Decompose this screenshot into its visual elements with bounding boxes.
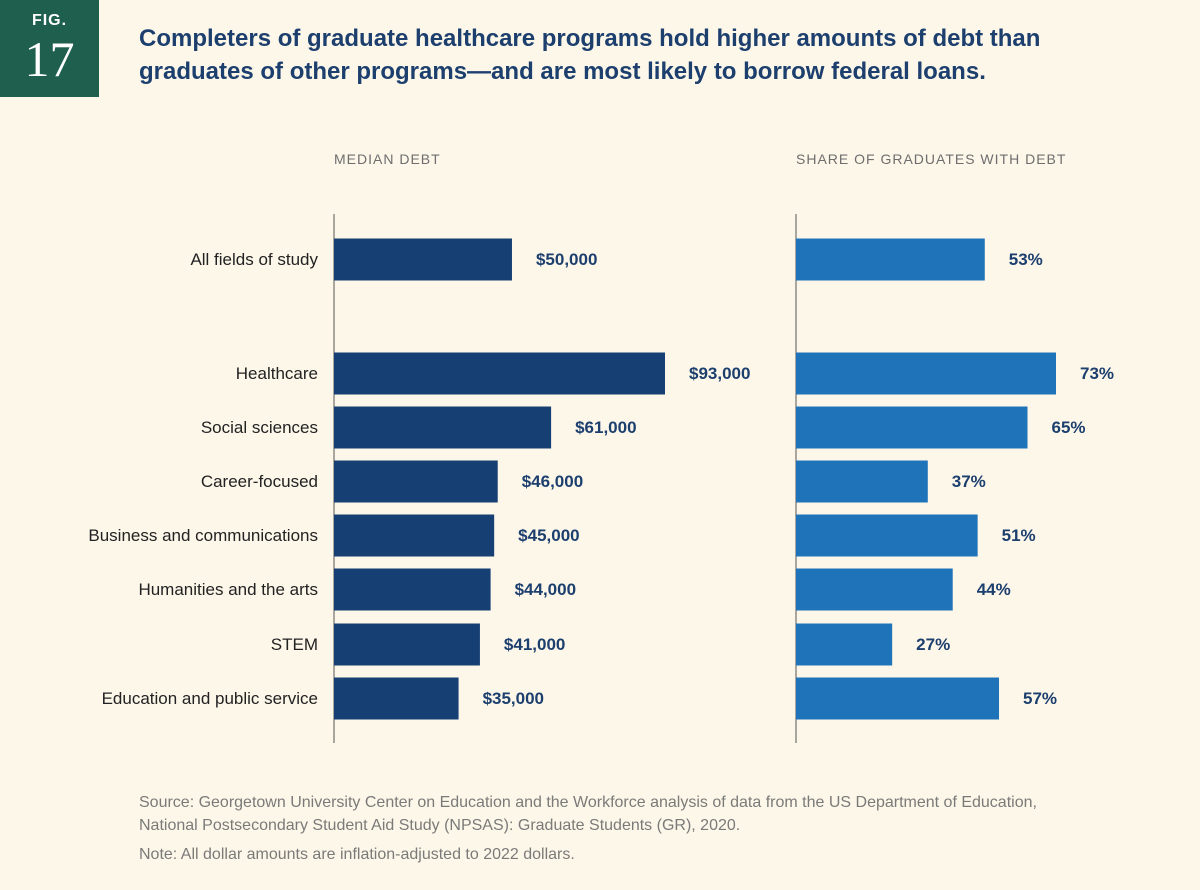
debt-bar bbox=[334, 406, 552, 449]
debt-value-label: $35,000 bbox=[483, 689, 544, 708]
share-bar bbox=[796, 352, 1056, 395]
debt-bar bbox=[334, 460, 498, 503]
share-value-label: 27% bbox=[916, 635, 950, 654]
share-bar bbox=[796, 238, 985, 281]
category-label: Humanities and the arts bbox=[138, 580, 318, 599]
category-label: Career-focused bbox=[201, 472, 318, 491]
share-value-label: 51% bbox=[1002, 526, 1036, 545]
debt-value-label: $61,000 bbox=[575, 418, 636, 437]
debt-bar bbox=[334, 514, 495, 557]
category-label: Business and communications bbox=[88, 526, 318, 545]
category-label: All fields of study bbox=[190, 250, 318, 269]
category-label: Healthcare bbox=[236, 364, 318, 383]
share-value-label: 73% bbox=[1080, 364, 1114, 383]
debt-value-label: $93,000 bbox=[689, 364, 750, 383]
debt-value-label: $44,000 bbox=[515, 580, 576, 599]
debt-bar bbox=[334, 623, 480, 666]
category-label: Education and public service bbox=[102, 689, 318, 708]
debt-value-label: $41,000 bbox=[504, 635, 565, 654]
debt-bar bbox=[334, 352, 665, 395]
dollar-note: Note: All dollar amounts are inflation-a… bbox=[139, 846, 575, 863]
share-bar bbox=[796, 514, 978, 557]
debt-panel-title: MEDIAN DEBT bbox=[334, 151, 441, 167]
share-bar bbox=[796, 623, 893, 666]
category-label: STEM bbox=[271, 635, 318, 654]
debt-value-label: $45,000 bbox=[518, 526, 579, 545]
figure-number: 17 bbox=[24, 31, 75, 87]
share-panel-title: SHARE OF GRADUATES WITH DEBT bbox=[796, 151, 1066, 167]
share-bar bbox=[796, 460, 928, 503]
debt-bar bbox=[334, 677, 459, 720]
share-value-label: 57% bbox=[1023, 689, 1057, 708]
share-bar bbox=[796, 568, 953, 611]
debt-value-label: $46,000 bbox=[522, 472, 583, 491]
debt-bar bbox=[334, 238, 512, 281]
share-bar bbox=[796, 677, 1000, 720]
figure-label: FIG. bbox=[31, 12, 68, 29]
source-note: Source: Georgetown University Center on … bbox=[139, 794, 1037, 834]
share-value-label: 53% bbox=[1009, 250, 1043, 269]
chart-title: Completers of graduate healthcare progra… bbox=[139, 25, 1041, 85]
debt-value-label: $50,000 bbox=[536, 250, 597, 269]
category-label: Social sciences bbox=[201, 418, 318, 437]
share-value-label: 44% bbox=[977, 580, 1011, 599]
share-bar bbox=[796, 406, 1028, 449]
share-value-label: 37% bbox=[952, 472, 986, 491]
debt-bar bbox=[334, 568, 491, 611]
figure-badge: FIG. 17 bbox=[0, 0, 99, 97]
share-value-label: 65% bbox=[1052, 418, 1086, 437]
